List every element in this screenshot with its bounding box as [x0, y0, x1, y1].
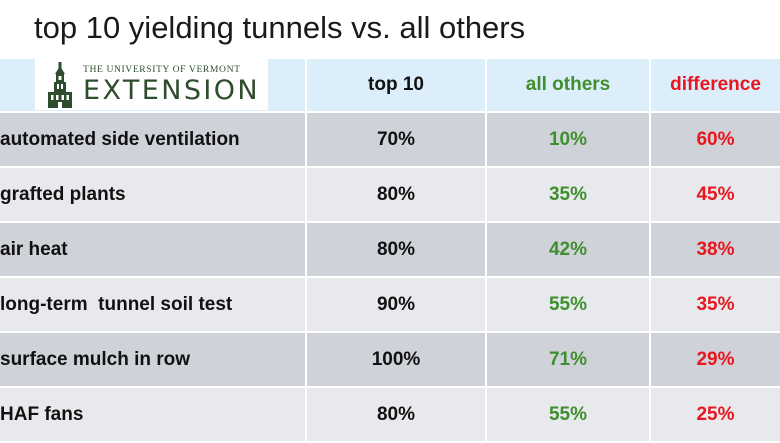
table-header-row: THE UNIVERSITY OF VERMONT EXTENSION top … [0, 59, 780, 113]
top10-value: 70% [307, 113, 487, 168]
difference-value: 35% [651, 278, 780, 333]
others-value: 10% [487, 113, 651, 168]
comparison-table: THE UNIVERSITY OF VERMONT EXTENSION top … [0, 59, 780, 443]
row-label: long-term tunnel soil test [0, 278, 307, 333]
row-label: grafted plants [0, 168, 307, 223]
table-row: grafted plants 80% 35% 45% [0, 168, 780, 223]
logo-extension-text: EXTENSION [83, 74, 260, 106]
top10-value: 80% [307, 223, 487, 278]
table-row: surface mulch in row 100% 71% 29% [0, 333, 780, 388]
building-tower-icon [41, 59, 79, 110]
difference-value: 29% [651, 333, 780, 388]
header-difference: difference [651, 59, 780, 113]
table-row: long-term tunnel soil test 90% 55% 35% [0, 278, 780, 333]
others-value: 55% [487, 278, 651, 333]
top10-value: 80% [307, 388, 487, 443]
logo-university-text: THE UNIVERSITY OF VERMONT [83, 64, 241, 76]
others-value: 35% [487, 168, 651, 223]
header-top10: top 10 [307, 59, 487, 113]
top10-value: 90% [307, 278, 487, 333]
row-label: surface mulch in row [0, 333, 307, 388]
table-row: air heat 80% 42% 38% [0, 223, 780, 278]
row-label: air heat [0, 223, 307, 278]
header-all-others: all others [487, 59, 651, 113]
logo-cell: THE UNIVERSITY OF VERMONT EXTENSION [0, 59, 307, 113]
row-label: HAF fans [0, 388, 307, 443]
others-value: 42% [487, 223, 651, 278]
table-row: automated side ventilation 70% 10% 60% [0, 113, 780, 168]
uvm-extension-logo: THE UNIVERSITY OF VERMONT EXTENSION [35, 59, 268, 110]
slide-title: top 10 yielding tunnels vs. all others [34, 10, 526, 45]
others-value: 71% [487, 333, 651, 388]
difference-value: 60% [651, 113, 780, 168]
top10-value: 80% [307, 168, 487, 223]
difference-value: 45% [651, 168, 780, 223]
row-label: automated side ventilation [0, 113, 307, 168]
others-value: 55% [487, 388, 651, 443]
top10-value: 100% [307, 333, 487, 388]
difference-value: 38% [651, 223, 780, 278]
table-row: HAF fans 80% 55% 25% [0, 388, 780, 443]
difference-value: 25% [651, 388, 780, 443]
